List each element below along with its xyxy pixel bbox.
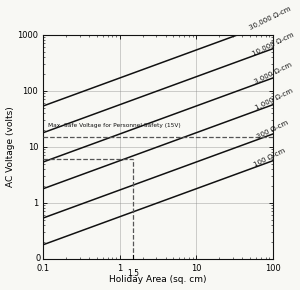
Text: Max. Safe Voltage for Personnel Safety (15V): Max. Safe Voltage for Personnel Safety (… [48, 123, 181, 128]
Text: 1.5: 1.5 [127, 269, 139, 278]
Y-axis label: AC Voltage (volts): AC Voltage (volts) [6, 106, 15, 187]
Text: 1,000 Ω-cm: 1,000 Ω-cm [255, 88, 294, 111]
Text: 300 Ω-cm: 300 Ω-cm [256, 120, 290, 140]
Text: 30,000 Ω-cm: 30,000 Ω-cm [248, 6, 292, 31]
X-axis label: Holiday Area (sq. cm): Holiday Area (sq. cm) [109, 276, 207, 284]
Text: 10,000 Ω-cm: 10,000 Ω-cm [251, 31, 295, 57]
Text: 100 Ω-cm: 100 Ω-cm [253, 148, 286, 168]
Text: 0: 0 [36, 254, 41, 263]
Text: 3,000 Ω-cm: 3,000 Ω-cm [253, 62, 292, 85]
